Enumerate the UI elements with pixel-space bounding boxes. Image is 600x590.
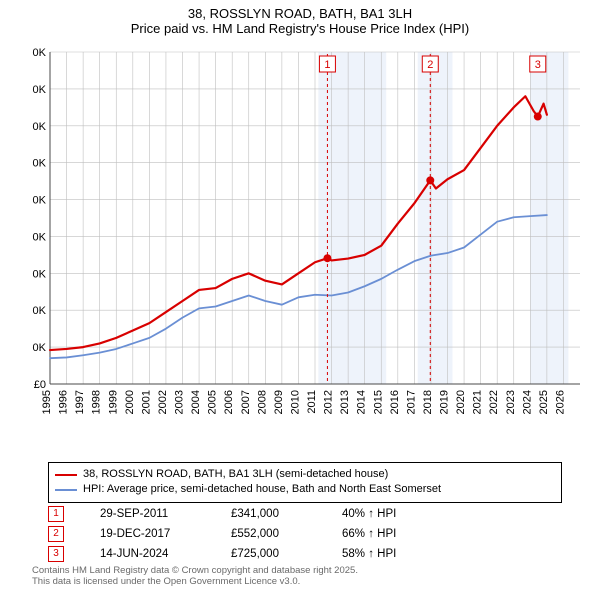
sale-date-2: 19-DEC-2017 bbox=[100, 528, 195, 540]
svg-text:3: 3 bbox=[535, 59, 541, 71]
svg-text:1997: 1997 bbox=[74, 390, 86, 414]
svg-text:2015: 2015 bbox=[372, 390, 384, 414]
svg-text:1996: 1996 bbox=[58, 390, 70, 414]
svg-text:2002: 2002 bbox=[157, 390, 169, 414]
svg-text:2013: 2013 bbox=[339, 390, 351, 414]
svg-text:2007: 2007 bbox=[240, 390, 252, 414]
sale-note-2: 66% ↑ HPI bbox=[342, 528, 396, 540]
footer-line2: This data is licensed under the Open Gov… bbox=[32, 577, 358, 588]
svg-text:£200K: £200K bbox=[32, 305, 47, 317]
sale-row-2: 2 19-DEC-2017 £552,000 66% ↑ HPI bbox=[48, 524, 396, 544]
sale-row-3: 3 14-JUN-2024 £725,000 58% ↑ HPI bbox=[48, 544, 396, 564]
svg-text:2020: 2020 bbox=[455, 390, 467, 414]
svg-text:2023: 2023 bbox=[505, 390, 517, 414]
svg-text:2012: 2012 bbox=[323, 390, 335, 414]
svg-text:2019: 2019 bbox=[439, 390, 451, 414]
svg-text:£100K: £100K bbox=[32, 342, 47, 354]
svg-text:£400K: £400K bbox=[32, 231, 47, 243]
svg-text:£800K: £800K bbox=[32, 84, 47, 96]
svg-text:2005: 2005 bbox=[207, 390, 219, 414]
sale-price-3: £725,000 bbox=[231, 548, 306, 560]
svg-text:2000: 2000 bbox=[124, 390, 136, 414]
svg-text:2018: 2018 bbox=[422, 390, 434, 414]
svg-text:2025: 2025 bbox=[538, 390, 550, 414]
sales-table: 1 29-SEP-2011 £341,000 40% ↑ HPI 2 19-DE… bbox=[48, 504, 396, 564]
svg-text:2026: 2026 bbox=[554, 390, 566, 414]
svg-text:£500K: £500K bbox=[32, 195, 47, 207]
sale-marker-2: 2 bbox=[48, 526, 64, 542]
legend-label-price: 38, ROSSLYN ROAD, BATH, BA1 3LH (semi-de… bbox=[83, 467, 388, 482]
sale-marker-3: 3 bbox=[48, 546, 64, 562]
svg-text:2001: 2001 bbox=[140, 390, 152, 414]
footer: Contains HM Land Registry data © Crown c… bbox=[32, 566, 358, 588]
chart-container: 38, ROSSLYN ROAD, BATH, BA1 3LH Price pa… bbox=[0, 0, 600, 590]
svg-text:1999: 1999 bbox=[107, 390, 119, 414]
legend-row-hpi: HPI: Average price, semi-detached house,… bbox=[55, 482, 555, 497]
svg-text:£0: £0 bbox=[34, 379, 46, 391]
legend-box: 38, ROSSLYN ROAD, BATH, BA1 3LH (semi-de… bbox=[48, 462, 562, 503]
sale-date-1: 29-SEP-2011 bbox=[100, 508, 195, 520]
svg-text:2010: 2010 bbox=[289, 390, 301, 414]
svg-text:1: 1 bbox=[324, 59, 330, 71]
legend-row-price: 38, ROSSLYN ROAD, BATH, BA1 3LH (semi-de… bbox=[55, 467, 555, 482]
svg-text:1995: 1995 bbox=[41, 390, 53, 414]
svg-text:£600K: £600K bbox=[32, 158, 47, 170]
svg-text:2024: 2024 bbox=[521, 390, 533, 414]
sale-note-1: 40% ↑ HPI bbox=[342, 508, 396, 520]
legend-swatch-hpi bbox=[55, 489, 77, 491]
svg-text:2006: 2006 bbox=[223, 390, 235, 414]
svg-text:2016: 2016 bbox=[389, 390, 401, 414]
svg-text:£900K: £900K bbox=[32, 47, 47, 59]
title-subtitle: Price paid vs. HM Land Registry's House … bbox=[0, 21, 600, 36]
svg-text:2011: 2011 bbox=[306, 390, 318, 414]
svg-text:2022: 2022 bbox=[488, 390, 500, 414]
title-block: 38, ROSSLYN ROAD, BATH, BA1 3LH Price pa… bbox=[0, 0, 600, 38]
title-address: 38, ROSSLYN ROAD, BATH, BA1 3LH bbox=[0, 6, 600, 21]
svg-text:2004: 2004 bbox=[190, 390, 202, 414]
sale-marker-1: 1 bbox=[48, 506, 64, 522]
chart-svg: £0 £100K £200K £300K £400K £500K £600K £700K £80… bbox=[32, 44, 588, 414]
svg-text:£700K: £700K bbox=[32, 121, 47, 133]
svg-text:2: 2 bbox=[427, 59, 433, 71]
sale-price-1: £341,000 bbox=[231, 508, 306, 520]
sale-note-3: 58% ↑ HPI bbox=[342, 548, 396, 560]
legend-swatch-price bbox=[55, 474, 77, 476]
svg-text:2008: 2008 bbox=[256, 390, 268, 414]
chart-area: £0 £100K £200K £300K £400K £500K £600K £700K £80… bbox=[32, 44, 588, 414]
svg-text:£300K: £300K bbox=[32, 268, 47, 280]
legend-label-hpi: HPI: Average price, semi-detached house,… bbox=[83, 482, 441, 497]
svg-text:2003: 2003 bbox=[174, 390, 186, 414]
sale-date-3: 14-JUN-2024 bbox=[100, 548, 195, 560]
svg-text:2009: 2009 bbox=[273, 390, 285, 414]
svg-text:2017: 2017 bbox=[405, 390, 417, 414]
svg-text:2014: 2014 bbox=[356, 390, 368, 414]
sale-row-1: 1 29-SEP-2011 £341,000 40% ↑ HPI bbox=[48, 504, 396, 524]
svg-text:1998: 1998 bbox=[91, 390, 103, 414]
svg-text:2021: 2021 bbox=[472, 390, 484, 414]
sale-price-2: £552,000 bbox=[231, 528, 306, 540]
